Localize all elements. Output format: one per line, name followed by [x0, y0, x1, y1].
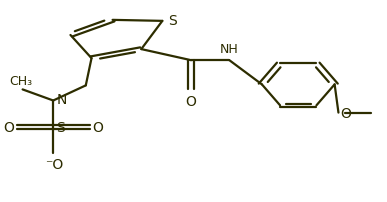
- Text: S: S: [168, 14, 177, 28]
- Text: O: O: [186, 94, 197, 108]
- Text: O: O: [92, 120, 104, 134]
- Text: O: O: [3, 120, 14, 134]
- Text: O: O: [340, 106, 351, 120]
- Text: CH₃: CH₃: [9, 75, 32, 87]
- Text: N: N: [56, 93, 67, 107]
- Text: ⁻O: ⁻O: [45, 157, 63, 171]
- Text: NH: NH: [220, 43, 239, 56]
- Text: S: S: [56, 120, 65, 134]
